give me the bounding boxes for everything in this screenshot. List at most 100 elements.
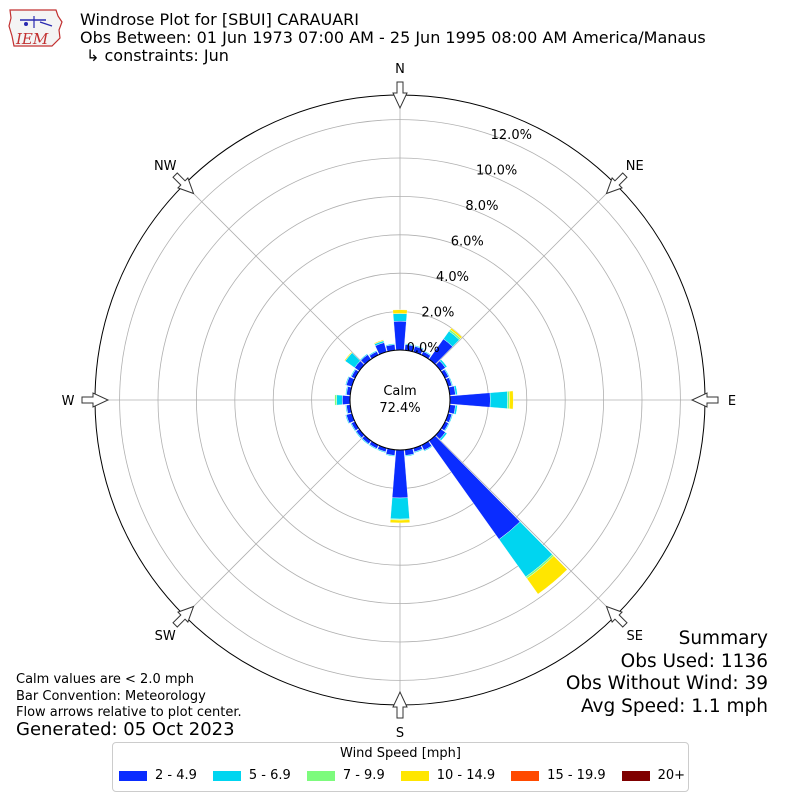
summary-panel: Summary Obs Used: 1136 Obs Without Wind:…: [566, 628, 768, 718]
legend-label: 5 - 6.9: [248, 768, 291, 783]
windrose-bar-segment: [385, 343, 395, 347]
radial-gridline: [119, 119, 681, 681]
windrose-bar-segment: [345, 376, 350, 386]
legend-swatch: [400, 770, 429, 781]
radial-tick-label: 12.0%: [491, 128, 532, 143]
flow-arrow-icon: [392, 81, 408, 110]
windrose-bar-segment: [359, 353, 368, 361]
windrose-bar-segment: [405, 343, 415, 347]
radial-spoke: [435, 184, 616, 365]
legend-label: 20+: [657, 768, 686, 783]
windrose-bar-segment: [422, 350, 432, 356]
windrose-bar-segment: [373, 339, 384, 345]
windrose-bar-segment: [444, 422, 450, 432]
radial-spoke: [184, 435, 365, 616]
windrose-bar-segment: [414, 448, 424, 454]
legend-swatch: [306, 770, 335, 781]
windrose-bar-segment: [368, 444, 378, 450]
windrose-bar-segment: [448, 376, 454, 386]
legend-item: 20+: [621, 768, 686, 783]
radial-gridline: [157, 157, 643, 643]
constraints: ↳ constraints: Jun: [86, 46, 229, 65]
summary-obs-used: Obs Used: 1136: [620, 650, 768, 672]
radial-gridline: [195, 195, 605, 605]
windrose-bar-segment: [345, 385, 349, 396]
legend-item: 2 - 4.9: [119, 768, 197, 783]
legend-item: 5 - 6.9: [212, 768, 291, 783]
windrose-bar-segment: [342, 395, 351, 405]
windrose-bar-segment: [344, 351, 353, 362]
windrose-bar-segment: [336, 394, 343, 406]
direction-label: W: [62, 394, 75, 409]
windrose-bar-segment: [439, 359, 448, 368]
summary-avg-speed: Avg Speed: 1.1 mph: [580, 695, 768, 717]
calm-label: Calm: [383, 384, 416, 399]
windrose-bar-segment: [350, 422, 356, 432]
direction-label: N: [395, 62, 405, 77]
windrose-bar-segment: [355, 430, 362, 439]
windrose-bar-segment: [423, 445, 433, 452]
iem-logo: IEM: [6, 6, 66, 50]
windrose-bar-segment: [368, 350, 378, 356]
windrose-bar-segment: [392, 313, 408, 322]
windrose-bar-segment: [361, 438, 370, 445]
windrose-bar-segment: [453, 385, 458, 395]
radial-spoke: [184, 184, 365, 365]
obs-range: Obs Between: 01 Jun 1973 07:00 AM - 25 J…: [80, 28, 706, 47]
windrose-bar-segment: [448, 414, 454, 424]
windrose-bar-segment: [376, 448, 386, 454]
legend-items: 2 - 4.9 5 - 6.9 7 - 9.9 10 - 14.9 15 - 19.9 2…: [119, 768, 685, 783]
windrose-bar-segment: [405, 453, 415, 457]
windrose-bars: [334, 309, 568, 595]
windrose-bar-segment: [439, 432, 448, 441]
direction-label: SW: [155, 629, 176, 644]
flow-arrow-icon: [690, 392, 719, 408]
calm-note: Calm values are < 2.0 mph: [16, 672, 195, 687]
flow-arrow-icon: [392, 690, 408, 719]
radial-tick-label: 6.0%: [451, 234, 484, 249]
flow-arrows: [81, 81, 719, 719]
windrose-bar-segment: [390, 497, 410, 520]
flow-arrow-icon: [172, 605, 195, 628]
direction-label: S: [396, 726, 404, 741]
legend-label: 15 - 19.9: [547, 768, 606, 783]
windrose-bar-segment: [345, 404, 349, 415]
legend-swatch: [621, 770, 650, 781]
summary-obs-without-wind: Obs Without Wind: 39: [565, 673, 768, 694]
calm-circle: [349, 349, 451, 451]
radial-gridline: [272, 272, 528, 528]
windrose-bar-segment: [453, 405, 458, 415]
bar-convention-note: Bar Convention: Meteorology: [16, 689, 206, 704]
direction-label: SE: [627, 629, 643, 644]
radial-tick-label: 4.0%: [436, 270, 469, 285]
windrose-bar-segment: [449, 327, 463, 339]
windrose-bar-segment: [414, 345, 424, 350]
direction-label: NW: [154, 159, 177, 174]
generated-date: Generated: 05 Oct 2023: [16, 719, 235, 740]
radial-tick-labels: 0.0%2.0%4.0%6.0%8.0%10.0%12.0%: [407, 128, 532, 356]
windrose-bar-segment: [389, 519, 411, 524]
windrose-bar-segment: [526, 555, 568, 595]
legend-label: 10 - 14.9: [436, 768, 496, 783]
windrose-bar-segment: [444, 368, 450, 378]
flow-arrow-icon: [81, 392, 110, 408]
legend-swatch: [212, 770, 241, 781]
radial-tick-label: 10.0%: [476, 163, 517, 178]
chart-title: Windrose Plot for [SBUI] CARAUARI: [80, 10, 359, 29]
radial-tick-label: 2.0%: [421, 305, 454, 320]
legend-swatch: [119, 770, 147, 781]
direction-labels: N NE E SE S SW W NW: [62, 62, 737, 741]
windrose-bar-segment: [393, 321, 407, 351]
flow-arrow-icon: [172, 172, 195, 195]
flow-arrow-icon: [605, 605, 628, 628]
windrose-bar-segment: [428, 435, 521, 540]
legend-label: 7 - 9.9: [342, 768, 385, 783]
flow-arrow-icon: [605, 172, 628, 195]
windrose-bar-segment: [350, 368, 356, 378]
windrose-bar-segment: [334, 394, 337, 406]
windrose-bar-segment: [345, 414, 350, 424]
calm-value: 72.4%: [379, 401, 420, 416]
legend-item: 10 - 14.9: [400, 768, 496, 783]
radial-spoke: [435, 435, 616, 616]
